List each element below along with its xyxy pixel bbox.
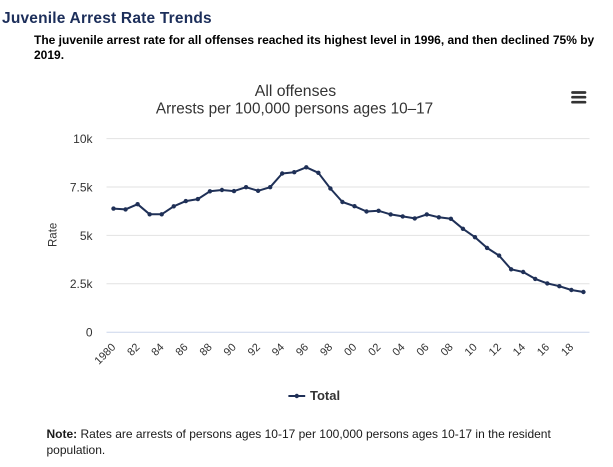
svg-text:7.5k: 7.5k	[70, 180, 94, 194]
svg-text:82: 82	[125, 341, 142, 358]
svg-text:04: 04	[390, 341, 407, 358]
svg-text:98: 98	[318, 341, 335, 358]
svg-text:96: 96	[294, 341, 311, 358]
svg-text:0: 0	[86, 326, 93, 340]
svg-text:94: 94	[270, 341, 287, 358]
svg-text:88: 88	[198, 341, 215, 358]
svg-text:10: 10	[463, 341, 480, 358]
svg-text:06: 06	[414, 341, 431, 358]
svg-text:08: 08	[439, 341, 456, 358]
svg-text:92: 92	[246, 341, 263, 358]
svg-text:18: 18	[559, 341, 576, 358]
svg-text:16: 16	[535, 341, 552, 358]
svg-text:84: 84	[149, 341, 166, 358]
svg-text:5k: 5k	[80, 229, 94, 243]
svg-text:2.5k: 2.5k	[70, 277, 94, 291]
svg-text:All offenses: All offenses	[255, 83, 336, 100]
svg-text:Total: Total	[310, 388, 340, 403]
svg-text:02: 02	[366, 341, 383, 358]
svg-text:12: 12	[487, 341, 504, 358]
svg-text:14: 14	[511, 341, 528, 358]
svg-text:10k: 10k	[73, 132, 93, 146]
svg-text:86: 86	[173, 341, 190, 358]
svg-text:1980: 1980	[93, 341, 119, 367]
svg-text:Rate: Rate	[48, 223, 60, 247]
svg-text:Arrests per 100,000 persons ag: Arrests per 100,000 persons ages 10–17	[156, 101, 433, 118]
svg-text:00: 00	[342, 341, 359, 358]
svg-text:90: 90	[222, 341, 239, 358]
